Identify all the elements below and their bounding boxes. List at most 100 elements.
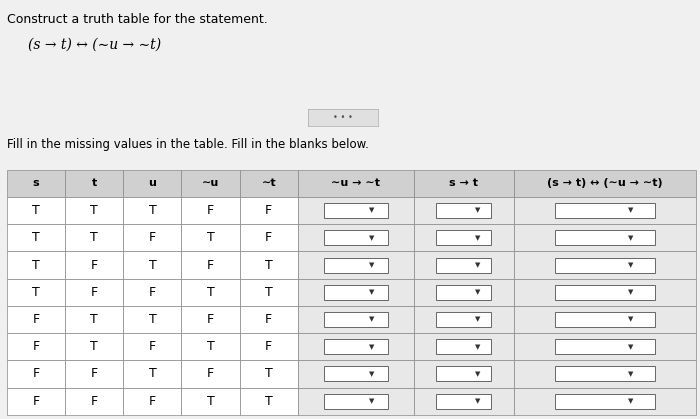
FancyBboxPatch shape: [414, 279, 514, 306]
FancyBboxPatch shape: [7, 388, 65, 415]
FancyBboxPatch shape: [239, 279, 298, 306]
FancyBboxPatch shape: [239, 306, 298, 333]
FancyBboxPatch shape: [239, 388, 298, 415]
FancyBboxPatch shape: [123, 170, 181, 197]
Text: u: u: [148, 178, 156, 188]
Text: ▼: ▼: [628, 262, 633, 268]
FancyBboxPatch shape: [123, 333, 181, 360]
FancyBboxPatch shape: [123, 306, 181, 333]
FancyBboxPatch shape: [298, 333, 414, 360]
Text: ▼: ▼: [628, 371, 633, 377]
Text: F: F: [91, 286, 98, 299]
Text: F: F: [207, 367, 214, 380]
FancyBboxPatch shape: [181, 251, 239, 279]
Text: T: T: [206, 395, 214, 408]
FancyBboxPatch shape: [555, 285, 655, 300]
FancyBboxPatch shape: [7, 197, 65, 224]
Text: T: T: [148, 367, 156, 380]
FancyBboxPatch shape: [65, 251, 123, 279]
FancyBboxPatch shape: [123, 388, 181, 415]
Text: ▼: ▼: [475, 344, 480, 350]
FancyBboxPatch shape: [514, 306, 696, 333]
FancyBboxPatch shape: [437, 258, 491, 272]
FancyBboxPatch shape: [414, 333, 514, 360]
FancyBboxPatch shape: [65, 360, 123, 388]
FancyBboxPatch shape: [65, 388, 123, 415]
FancyBboxPatch shape: [324, 230, 388, 245]
FancyBboxPatch shape: [324, 394, 388, 409]
Text: T: T: [32, 231, 40, 244]
Text: (s → t) ↔ (∼u → ∼t): (s → t) ↔ (∼u → ∼t): [28, 38, 161, 52]
FancyBboxPatch shape: [181, 170, 239, 197]
FancyBboxPatch shape: [181, 333, 239, 360]
FancyBboxPatch shape: [7, 333, 65, 360]
FancyBboxPatch shape: [7, 251, 65, 279]
FancyBboxPatch shape: [324, 367, 388, 381]
Text: ▼: ▼: [475, 235, 480, 241]
Text: F: F: [265, 204, 272, 217]
FancyBboxPatch shape: [298, 279, 414, 306]
FancyBboxPatch shape: [514, 224, 696, 251]
Text: s: s: [33, 178, 39, 188]
Text: ▼: ▼: [475, 371, 480, 377]
Text: T: T: [32, 259, 40, 272]
FancyBboxPatch shape: [239, 333, 298, 360]
Text: T: T: [265, 286, 272, 299]
FancyBboxPatch shape: [239, 224, 298, 251]
Text: T: T: [32, 286, 40, 299]
FancyBboxPatch shape: [7, 360, 65, 388]
FancyBboxPatch shape: [514, 197, 696, 224]
FancyBboxPatch shape: [437, 285, 491, 300]
Text: ▼: ▼: [369, 289, 375, 295]
FancyBboxPatch shape: [437, 312, 491, 327]
FancyBboxPatch shape: [7, 306, 65, 333]
FancyBboxPatch shape: [65, 279, 123, 306]
Text: Fill in the missing values in the table. Fill in the blanks below.: Fill in the missing values in the table.…: [7, 138, 369, 151]
Text: ▼: ▼: [369, 344, 375, 350]
FancyBboxPatch shape: [414, 388, 514, 415]
Text: F: F: [149, 340, 156, 353]
FancyBboxPatch shape: [514, 333, 696, 360]
Text: F: F: [207, 259, 214, 272]
Text: ∼t: ∼t: [261, 178, 276, 188]
FancyBboxPatch shape: [65, 170, 123, 197]
FancyBboxPatch shape: [181, 388, 239, 415]
Text: T: T: [148, 313, 156, 326]
FancyBboxPatch shape: [239, 251, 298, 279]
FancyBboxPatch shape: [239, 360, 298, 388]
FancyBboxPatch shape: [298, 251, 414, 279]
FancyBboxPatch shape: [555, 312, 655, 327]
Text: ▼: ▼: [475, 398, 480, 404]
Text: ∼u: ∼u: [202, 178, 219, 188]
Text: F: F: [91, 395, 98, 408]
FancyBboxPatch shape: [514, 360, 696, 388]
FancyBboxPatch shape: [555, 203, 655, 218]
FancyBboxPatch shape: [7, 224, 65, 251]
FancyBboxPatch shape: [437, 203, 491, 218]
Text: (s → t) ↔ (∼u → ∼t): (s → t) ↔ (∼u → ∼t): [547, 178, 663, 188]
FancyBboxPatch shape: [437, 339, 491, 354]
Text: T: T: [206, 286, 214, 299]
FancyBboxPatch shape: [514, 388, 696, 415]
Text: ▼: ▼: [628, 207, 633, 214]
Text: ▼: ▼: [369, 207, 375, 214]
FancyBboxPatch shape: [181, 279, 239, 306]
Text: ▼: ▼: [369, 316, 375, 323]
FancyBboxPatch shape: [514, 170, 696, 197]
Text: F: F: [149, 231, 156, 244]
FancyBboxPatch shape: [555, 258, 655, 272]
FancyBboxPatch shape: [7, 279, 65, 306]
FancyBboxPatch shape: [123, 279, 181, 306]
FancyBboxPatch shape: [324, 258, 388, 272]
Text: T: T: [265, 259, 272, 272]
FancyBboxPatch shape: [298, 170, 414, 197]
Text: ∼u → ∼t: ∼u → ∼t: [331, 178, 380, 188]
Text: T: T: [206, 231, 214, 244]
Text: F: F: [265, 340, 272, 353]
Text: T: T: [90, 313, 98, 326]
FancyBboxPatch shape: [414, 306, 514, 333]
FancyBboxPatch shape: [324, 203, 388, 218]
FancyBboxPatch shape: [437, 230, 491, 245]
Text: ▼: ▼: [628, 398, 633, 404]
FancyBboxPatch shape: [181, 197, 239, 224]
